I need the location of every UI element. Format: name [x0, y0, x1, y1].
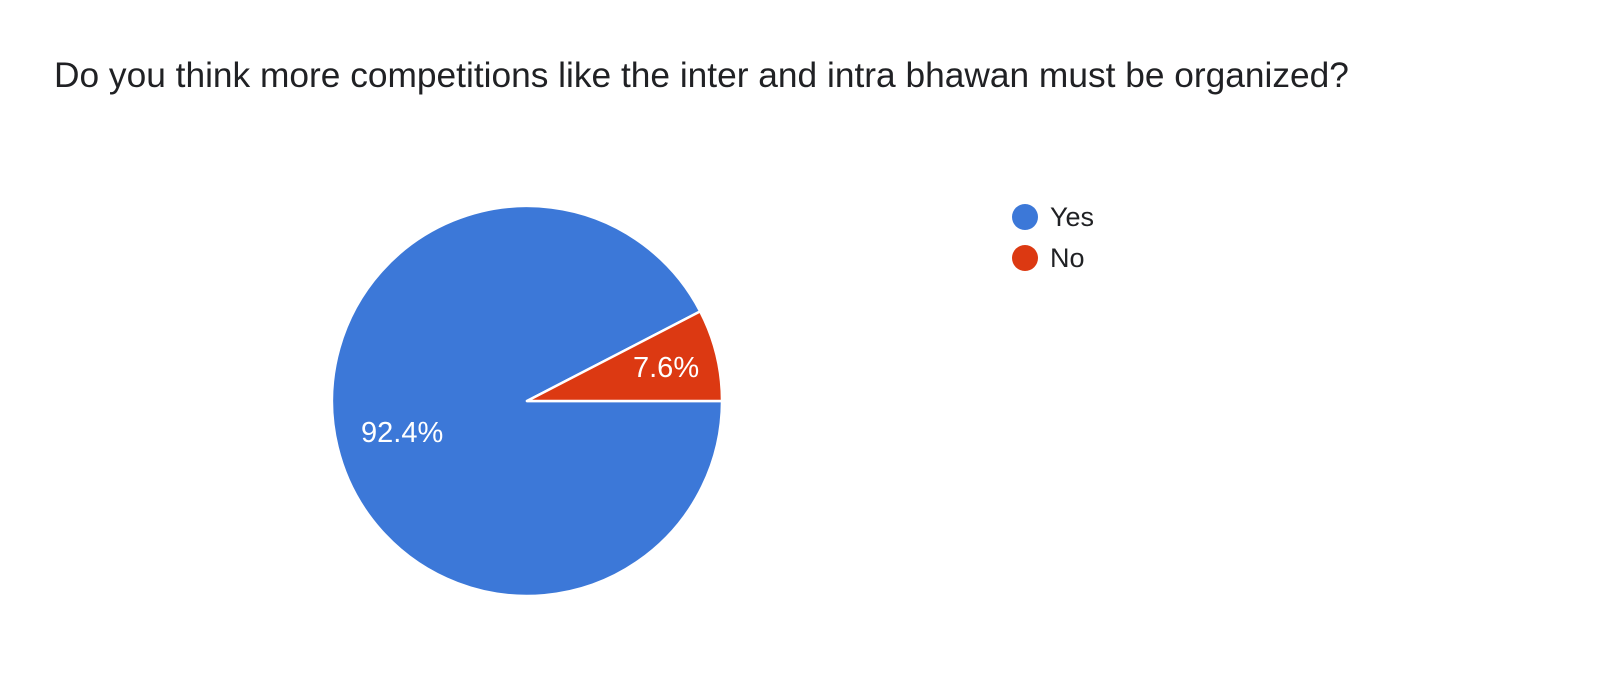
svg-text:7.6%: 7.6%	[633, 352, 699, 384]
svg-text:92.4%: 92.4%	[361, 417, 443, 449]
